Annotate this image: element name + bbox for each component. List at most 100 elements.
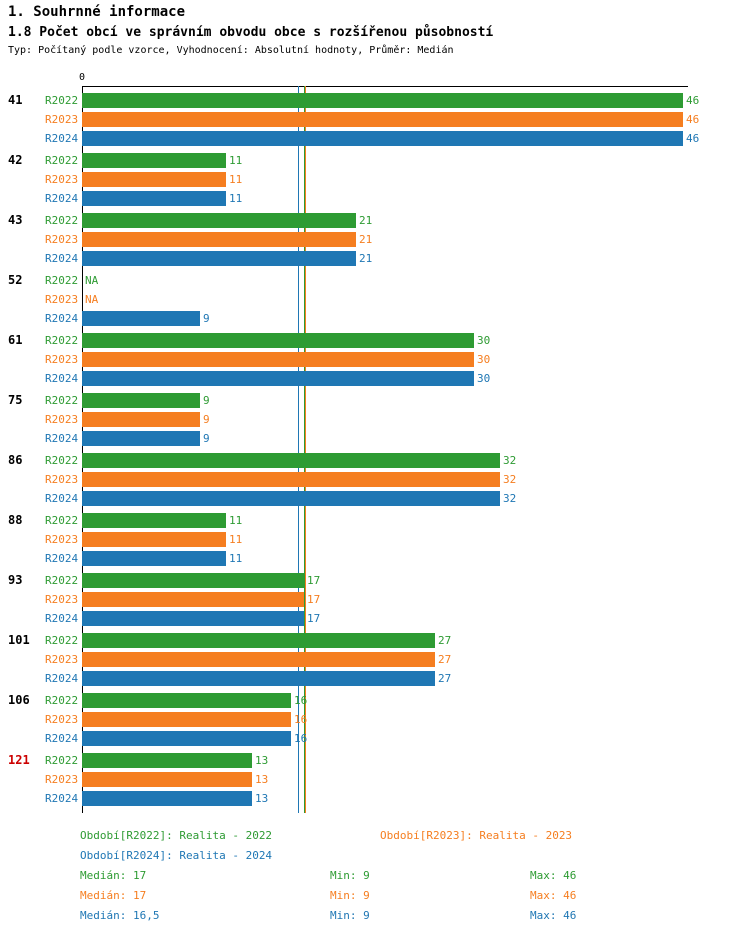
bar-value-label: 21: [359, 252, 373, 265]
bar-row-r2024: R2024 46: [45, 129, 750, 148]
chart-footer: Období[R2022]: Realita - 2022 Období[R20…: [0, 825, 750, 925]
series-label: R2024: [45, 432, 79, 445]
y-axis-line: [82, 86, 83, 813]
bar-value-label: 32: [503, 473, 517, 486]
bar-row-r2023: R2023 30: [45, 350, 750, 369]
bar-r2023: [82, 412, 200, 427]
bar-r2023: [82, 592, 304, 607]
series-label: R2024: [45, 312, 79, 325]
group-label: 86: [8, 453, 23, 467]
series-label: R2022: [45, 334, 79, 347]
bar-r2024: [82, 311, 200, 326]
bar-row-r2022: R2022 17: [45, 571, 750, 590]
bar-value-label: 11: [229, 192, 243, 205]
stat-max: Max: 46: [530, 908, 577, 922]
bar-value-label: NA: [85, 274, 99, 287]
bar-r2022: [82, 693, 291, 708]
legend-value: Realita - 2023: [479, 828, 573, 842]
plot-area: 41 R2022 46 R2023 46 R2024 46 42 R2022 11 R2023 11 R…: [0, 86, 750, 813]
bar-r2023: [82, 172, 226, 187]
bar-r2023: [82, 232, 356, 247]
stats-row-r2023: Medián: 17 Min: 9 Max: 46: [80, 885, 750, 905]
series-label: R2022: [45, 454, 79, 467]
bar-r2022: [82, 513, 226, 528]
bar-group-88: 88 R2022 11 R2023 11 R2024 11: [0, 511, 750, 568]
bar-row-r2023: R2023 16: [45, 710, 750, 729]
bar-value-label: 21: [359, 214, 373, 227]
bar-row-r2022: R2022 11: [45, 511, 750, 530]
bar-group-75: 75 R2022 9 R2023 9 R2024 9: [0, 391, 750, 448]
report-header: 1. Souhrnné informace 1.8 Počet obcí ve …: [0, 0, 750, 56]
bar-group-101: 101 R2022 27 R2023 27 R2024 27: [0, 631, 750, 688]
bar-value-label: 17: [307, 612, 321, 625]
bar-group-61: 61 R2022 30 R2023 30 R2024 30: [0, 331, 750, 388]
series-label: R2022: [45, 574, 79, 587]
group-label: 93: [8, 573, 23, 587]
series-label: R2022: [45, 274, 79, 287]
series-label: R2022: [45, 94, 79, 107]
bar-r2023: [82, 352, 474, 367]
series-label: R2023: [45, 353, 79, 366]
bar-r2022: [82, 213, 356, 228]
bar-row-r2024: R2024 11: [45, 189, 750, 208]
bar-row-r2024: R2024 32: [45, 489, 750, 508]
group-label: 121: [8, 753, 30, 767]
legend-label: Období[R2024]:: [80, 848, 173, 862]
bar-r2024: [82, 431, 200, 446]
bar-row-r2022: R2022 16: [45, 691, 750, 710]
bar-r2023: [82, 712, 291, 727]
stat-median: Medián: 16,5: [80, 908, 160, 922]
bar-value-label: 46: [686, 113, 700, 126]
bar-r2023: [82, 772, 252, 787]
bar-value-label: 27: [438, 653, 452, 666]
legend-item-r2024: Období[R2024]: Realita - 2024: [80, 849, 380, 862]
stats-row-r2024: Medián: 16,5 Min: 9 Max: 46: [80, 905, 750, 925]
bar-row-r2023: R2023 11: [45, 170, 750, 189]
bar-value-label: 13: [255, 773, 269, 786]
legend-label: Období[R2022]:: [80, 828, 173, 842]
series-label: R2023: [45, 713, 79, 726]
series-label: R2024: [45, 372, 79, 385]
series-label: R2024: [45, 492, 79, 505]
stat-max: Max: 46: [530, 868, 577, 882]
group-label: 106: [8, 693, 30, 707]
series-label: R2022: [45, 154, 79, 167]
bar-group-42: 42 R2022 11 R2023 11 R2024 11: [0, 151, 750, 208]
stat-median: Medián: 17: [80, 868, 147, 882]
bar-r2022: [82, 153, 226, 168]
bar-group-106: 106 R2022 16 R2023 16 R2024 16: [0, 691, 750, 748]
series-label: R2024: [45, 612, 79, 625]
chart-meta: Typ: Počítaný podle vzorce, Vyhodnocení:…: [8, 45, 454, 56]
group-label: 41: [8, 93, 23, 107]
series-label: R2023: [45, 113, 79, 126]
bar-row-r2022: R2022 27: [45, 631, 750, 650]
series-label: R2023: [45, 173, 79, 186]
bar-row-r2022: R2022 21: [45, 211, 750, 230]
bar-group-93: 93 R2022 17 R2023 17 R2024 17: [0, 571, 750, 628]
bar-r2022: [82, 753, 252, 768]
bar-row-r2024: R2024 9: [45, 309, 750, 328]
bar-r2022: [82, 393, 200, 408]
stats-row-r2022: Medián: 17 Min: 9 Max: 46: [80, 865, 750, 885]
bar-row-r2022: R2022 46: [45, 91, 750, 110]
bar-r2024: [82, 131, 683, 146]
series-label: R2022: [45, 694, 79, 707]
bar-row-r2024: R2024 13: [45, 789, 750, 808]
median-line-r2022: [304, 86, 305, 813]
x-axis-line: [82, 86, 688, 87]
series-label: R2023: [45, 653, 79, 666]
series-label: R2022: [45, 634, 79, 647]
bar-groups: 41 R2022 46 R2023 46 R2024 46 42 R2022 11 R2023 11 R…: [0, 91, 750, 808]
bar-row-r2022: R2022 13: [45, 751, 750, 770]
bar-row-r2024: R2024 27: [45, 669, 750, 688]
bar-r2024: [82, 791, 252, 806]
bar-row-r2023: R2023 32: [45, 470, 750, 489]
group-label: 88: [8, 513, 23, 527]
bar-r2023: [82, 532, 226, 547]
bar-r2022: [82, 93, 683, 108]
bar-group-43: 43 R2022 21 R2023 21 R2024 21: [0, 211, 750, 268]
bar-value-label: 17: [307, 593, 321, 606]
bar-row-r2024: R2024 9: [45, 429, 750, 448]
bar-r2022: [82, 573, 304, 588]
bar-value-label: 9: [203, 394, 210, 407]
